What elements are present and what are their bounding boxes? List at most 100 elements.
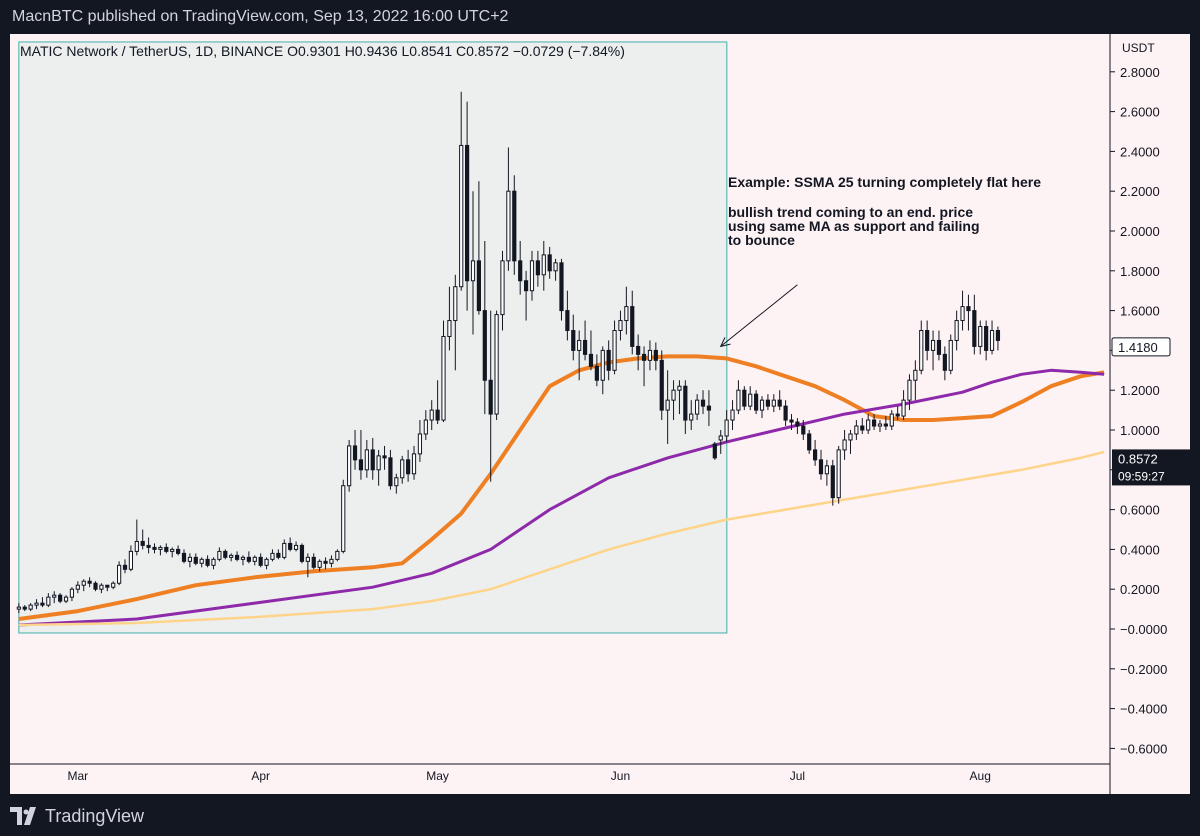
y-tick-label: 1.8000 [1120, 264, 1160, 279]
candle-down [588, 353, 594, 367]
candle-up [317, 560, 322, 568]
candle-down [972, 310, 977, 347]
y-tick-label: 2.4000 [1120, 144, 1160, 159]
candle-up [824, 465, 829, 475]
candle-up [16, 606, 21, 610]
candle-up [506, 190, 511, 262]
candle-up [264, 558, 269, 566]
y-tick-label: 2.2000 [1120, 184, 1160, 199]
candle-up [848, 433, 853, 441]
annotation-line-3: using same MA as support and failing [728, 218, 980, 234]
candle-down [630, 306, 635, 347]
candle-up [529, 260, 535, 292]
candle-up [335, 550, 340, 560]
candle-up [600, 349, 605, 381]
candle-up [671, 389, 676, 401]
publisher-bar: MacnBTC published on TradingView.com, Se… [0, 0, 1200, 34]
candle-up [453, 286, 458, 322]
symbol-legend: MATIC Network / TetherUS, 1D, BINANCE O0… [20, 43, 625, 59]
candle-down [871, 419, 877, 427]
candle-up [63, 596, 69, 602]
candle-down [323, 560, 328, 564]
candle-up [99, 584, 104, 590]
candle-up [677, 385, 682, 391]
candle-up [759, 399, 765, 411]
candle-up [612, 330, 617, 371]
candle-up [376, 455, 381, 471]
candle-up [134, 540, 139, 552]
candle-down [358, 459, 364, 471]
candle-down [87, 580, 92, 584]
candle-down [966, 306, 971, 312]
candle-up [69, 588, 75, 598]
candle-down [146, 544, 151, 548]
candle-down [518, 260, 523, 282]
y-tick-label: 2.6000 [1120, 105, 1160, 120]
candle-up [117, 564, 122, 584]
candle-down [984, 326, 989, 351]
candle-down [234, 554, 240, 560]
candle-up [341, 485, 346, 552]
candle-down [40, 602, 45, 606]
candle-down [488, 379, 493, 415]
candle-up [695, 399, 700, 415]
candle-down [765, 399, 771, 407]
annotation-arrow-head [719, 337, 731, 348]
candle-up [394, 477, 399, 487]
candlestick-chart[interactable]: USDT 2.8000 2.6000 2.4000 2.2000 2.0000 1.8000… [10, 34, 1190, 794]
candle-up [748, 393, 753, 407]
candle-down [140, 540, 145, 546]
countdown-text: 09:59:27 [1118, 469, 1165, 483]
candle-down [812, 449, 818, 461]
candle-up [854, 425, 859, 435]
candle-up [618, 320, 623, 331]
candle-down [706, 405, 712, 411]
candle-up [240, 556, 246, 560]
candle-up [34, 602, 39, 606]
candles-group [16, 91, 1001, 614]
chart-panel[interactable]: USDT 2.8000 2.6000 2.4000 2.2000 2.0000 1.8000… [10, 34, 1190, 794]
candle-down [465, 144, 470, 282]
candle-down [181, 552, 187, 562]
y-tick-label: 1.0000 [1120, 423, 1160, 438]
candle-down [883, 423, 888, 427]
candle-up [919, 330, 924, 371]
candle-up [913, 369, 918, 381]
candle-down [122, 564, 128, 570]
candle-up [647, 349, 653, 361]
candle-down [152, 546, 157, 550]
candle-up [229, 554, 234, 558]
candle-down [830, 465, 835, 499]
candle-down [299, 544, 305, 562]
annotation-line-4: to bounce [728, 232, 795, 248]
candle-down [258, 556, 263, 566]
y-tick-label: −0.0000 [1120, 622, 1167, 637]
candle-down [382, 455, 387, 459]
candle-up [989, 330, 995, 351]
candle-down [783, 405, 788, 421]
y-tick-label: 0.4000 [1120, 542, 1160, 557]
y-tick-label: −0.6000 [1120, 741, 1167, 756]
candle-down [58, 594, 63, 602]
candle-down [571, 330, 576, 351]
candle-up [901, 399, 906, 417]
candle-up [158, 546, 163, 550]
candle-down [406, 459, 411, 475]
candle-down [276, 552, 281, 558]
candle-down [164, 546, 169, 552]
y-tick-label: −0.4000 [1120, 702, 1167, 717]
ma-fast-line [18, 354, 1105, 621]
candle-down [860, 425, 865, 431]
annotation-line-2: bullish trend coming to an end. price [728, 204, 974, 220]
candle-up [718, 435, 723, 441]
candle-up [553, 262, 558, 272]
candle-down [641, 353, 647, 361]
candle-up [877, 423, 883, 427]
candle-up [842, 439, 847, 451]
candle-down [925, 330, 930, 351]
y-tick-label: 2.8000 [1120, 65, 1160, 80]
candle-down [818, 459, 824, 475]
candle-up [329, 558, 334, 564]
y-tick-label: 0.2000 [1120, 582, 1160, 597]
candle-down [995, 330, 1001, 341]
